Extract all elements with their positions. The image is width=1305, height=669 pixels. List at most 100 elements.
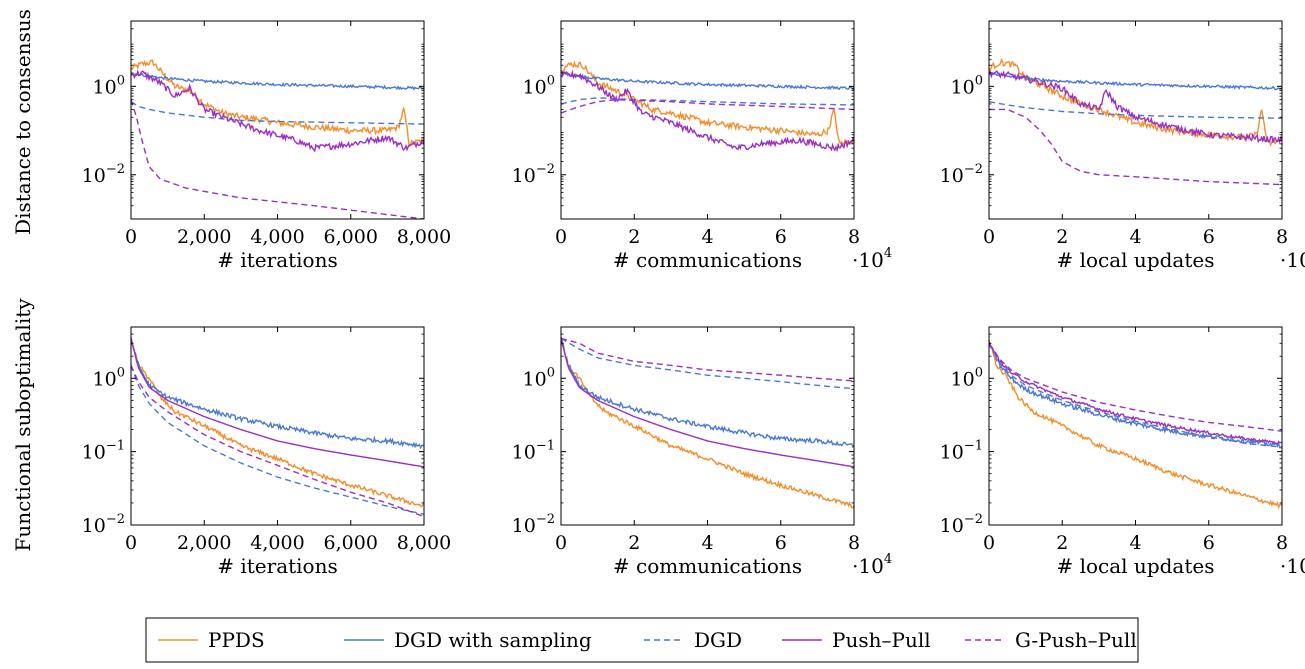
series-line-dgd-with-sampling (561, 337, 854, 449)
y-tick-label: 10−2 (512, 512, 555, 537)
x-tick-label: 4,000 (250, 226, 304, 248)
y-tick-label: 100 (951, 365, 983, 390)
y-tick-label: 10−2 (82, 512, 125, 537)
series-line-ppds (131, 59, 424, 148)
row-label-consensus: Distance to consensus (11, 9, 35, 235)
series-line-push-pull (131, 69, 424, 153)
y-tick-label: 100 (951, 73, 983, 98)
y-tick-label: 10−2 (512, 162, 555, 187)
plot-area (131, 337, 424, 518)
series-line-dgd-with-sampling (989, 71, 1282, 91)
y-tick-label: 10−1 (940, 439, 983, 464)
x-tick-label: 6 (775, 226, 787, 248)
x-tick-label: 6,000 (324, 532, 378, 554)
series-line-push-pull (131, 338, 424, 468)
x-tick-label: 8 (1276, 532, 1288, 554)
x-tick-label: 0 (555, 532, 567, 554)
series-line-dgd-with-sampling (989, 343, 1282, 449)
series-line-ppds (561, 336, 854, 509)
plot-area (131, 59, 424, 219)
x-tick-label: 8,000 (397, 226, 451, 248)
x-tick-label: 4 (1129, 532, 1141, 554)
series-line-push-pull (989, 70, 1282, 145)
x-tick-label: 8 (848, 226, 860, 248)
series-line-dgd (989, 342, 1282, 448)
x-tick-label: 0 (125, 226, 137, 248)
series-line-push-pull (561, 338, 854, 468)
legend: PPDS DGD with sampling DGD Push–Pull G-Push–… (145, 617, 1139, 663)
axes-frame (560, 326, 855, 526)
row-label-suboptimality: Functional suboptimality (11, 298, 35, 552)
x-tick-label: 8,000 (397, 532, 451, 554)
y-tick-label: 100 (523, 73, 555, 98)
y-tick-label: 10−2 (82, 162, 125, 187)
y-tick-label: 10−2 (940, 512, 983, 537)
x-tick-label: 8 (848, 532, 860, 554)
axes-frame (130, 20, 425, 220)
y-tick-label: 10−2 (940, 162, 983, 187)
series-line-push-pull (989, 342, 1282, 445)
x-tick-label: 0 (983, 226, 995, 248)
x-axis-label: # local updates (1057, 248, 1215, 272)
x-tick-label: 6 (1203, 226, 1215, 248)
x-tick-label: 4 (701, 532, 713, 554)
x-tick-label: 6 (775, 532, 787, 554)
series-line-g-push-pull (561, 98, 854, 114)
axes-frame (560, 20, 855, 220)
x-multiplier: ·104 (1280, 246, 1305, 272)
legend-entry-3: Push–Pull (782, 628, 931, 652)
y-tick-label: 10−1 (512, 439, 555, 464)
legend-label: DGD with sampling (394, 628, 592, 652)
x-axis-label: # communications (613, 554, 802, 578)
plot-area (561, 60, 854, 153)
x-multiplier: ·104 (852, 552, 892, 578)
x-tick-label: 2 (1056, 532, 1068, 554)
y-tick-label: 100 (93, 365, 125, 390)
x-tick-label: 2 (628, 532, 640, 554)
chart-panel-1-2: 100 10−1 10−20 2 4 6 8 # local updates ·104 (940, 326, 1305, 578)
series-line-g-push-pull (561, 337, 854, 382)
series-line-dgd-with-sampling (561, 71, 854, 91)
x-tick-label: 6 (1203, 532, 1215, 554)
series-line-g-push-pull (989, 108, 1282, 186)
legend-entry-4: G-Push–Pull (965, 628, 1137, 652)
y-tick-label: 10−1 (82, 439, 125, 464)
series-line-ppds (989, 57, 1282, 148)
legend-label: Push–Pull (832, 628, 931, 652)
chart-panel-0-2: 100 10−2 0 2 4 6 8 # local updates ·104 (940, 20, 1305, 272)
series-line-dgd-with-sampling (131, 73, 424, 91)
legend-entry-2: DGD (644, 628, 742, 652)
legend-entry-0: PPDS (158, 628, 265, 652)
x-tick-label: 0 (983, 532, 995, 554)
legend-box (145, 617, 1139, 663)
series-line-dgd (131, 365, 424, 515)
x-tick-label: 4 (1129, 226, 1141, 248)
plot-area (989, 57, 1282, 186)
x-multiplier: ·104 (852, 246, 892, 272)
legend-label: PPDS (208, 628, 265, 652)
series-line-g-push-pull (989, 342, 1282, 432)
x-tick-label: 2 (1056, 226, 1068, 248)
chart-panel-0-0: 100 10−2 0 2,000 4,000 6,000 8,000 # iterations (82, 20, 451, 272)
y-tick-label: 100 (93, 73, 125, 98)
x-tick-label: 4,000 (250, 532, 304, 554)
legend-label: DGD (694, 628, 742, 652)
x-tick-label: 8 (1276, 226, 1288, 248)
x-axis-label: # iterations (217, 554, 338, 578)
chart-panel-1-0: 100 10−1 10−20 2,000 4,000 6,000 8,000 # iterat… (82, 326, 451, 578)
legend-entry-1: DGD with sampling (344, 628, 592, 652)
series-line-g-push-pull (131, 365, 424, 518)
x-tick-label: 0 (555, 226, 567, 248)
x-tick-label: 6,000 (324, 226, 378, 248)
x-tick-label: 0 (125, 532, 137, 554)
series-line-dgd (131, 101, 424, 125)
series-line-dgd (989, 101, 1282, 119)
series-line-ppds (561, 60, 854, 147)
y-tick-label: 100 (523, 365, 555, 390)
series-line-push-pull (561, 69, 854, 153)
chart-panel-0-1: 100 10−2 0 2 4 6 8 # communications ·104 (512, 20, 892, 272)
series-line-dgd-with-sampling (131, 337, 424, 450)
x-tick-label: 2 (628, 226, 640, 248)
series-line-dgd (561, 337, 854, 390)
